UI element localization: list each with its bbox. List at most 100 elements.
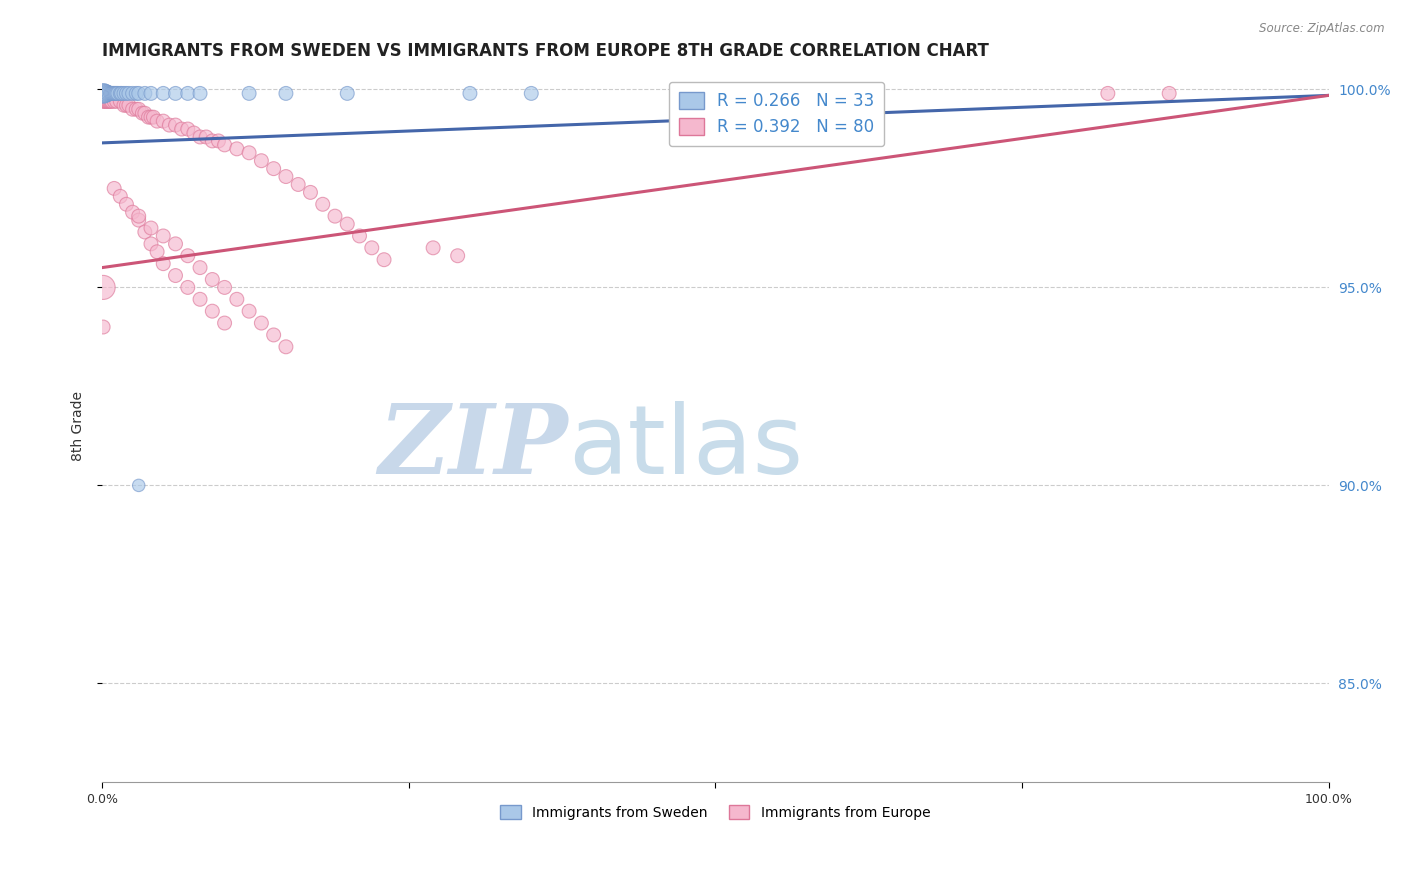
Point [110,87,132,101]
Point [152,257,174,271]
Point [188,130,211,145]
Point [422,241,444,255]
Point [152,229,174,244]
Point [1159,87,1181,101]
Y-axis label: 8th Grade: 8th Grade [72,391,86,461]
Point [115,98,138,112]
Point [91,87,114,101]
Point [263,161,285,176]
Point [98,87,121,101]
Point [134,87,156,101]
Point [110,189,132,203]
Point [134,225,156,239]
Point [287,178,309,192]
Point [121,87,143,101]
Point [360,241,382,255]
Point [263,327,285,342]
Point [157,118,180,132]
Point [97,95,120,109]
Point [323,209,346,223]
Point [188,260,211,275]
Point [201,272,224,286]
Point [142,110,165,124]
Point [115,197,138,211]
Point [225,293,247,307]
Text: ZIP: ZIP [378,401,568,494]
Point [121,205,143,219]
Point [128,213,150,227]
Point [125,102,148,116]
Point [214,280,236,294]
Point [336,217,359,231]
Point [177,280,200,294]
Point [110,87,132,101]
Point [91,320,114,334]
Point [165,268,187,283]
Point [134,106,156,120]
Point [458,87,481,101]
Point [312,197,335,211]
Point [125,87,148,101]
Point [128,102,150,116]
Point [274,87,297,101]
Point [146,244,169,259]
Point [98,95,121,109]
Point [349,229,371,244]
Point [91,280,114,294]
Point [177,122,200,136]
Point [112,98,135,112]
Point [238,87,260,101]
Point [299,186,322,200]
Point [139,236,162,251]
Point [103,181,125,195]
Point [139,87,162,101]
Point [207,134,229,148]
Point [274,169,297,184]
Point [128,209,150,223]
Point [152,114,174,128]
Point [214,137,236,152]
Point [201,134,224,148]
Point [103,95,125,109]
Point [373,252,395,267]
Point [138,110,160,124]
Point [188,87,211,101]
Point [1097,87,1119,101]
Point [131,106,153,120]
Point [214,316,236,330]
Point [250,316,273,330]
Point [238,304,260,318]
Point [112,87,135,101]
Point [447,249,470,263]
Point [520,87,543,101]
Point [336,87,359,101]
Point [274,340,297,354]
Point [195,130,218,145]
Point [100,87,122,101]
Point [105,87,128,101]
Point [170,122,193,136]
Point [183,126,205,140]
Text: atlas: atlas [568,401,803,494]
Point [188,293,211,307]
Point [121,102,143,116]
Point [118,87,141,101]
Point [146,114,169,128]
Point [97,87,120,101]
Point [152,87,174,101]
Point [110,95,132,109]
Text: Source: ZipAtlas.com: Source: ZipAtlas.com [1260,22,1385,36]
Text: IMMIGRANTS FROM SWEDEN VS IMMIGRANTS FROM EUROPE 8TH GRADE CORRELATION CHART: IMMIGRANTS FROM SWEDEN VS IMMIGRANTS FRO… [101,42,988,60]
Point [101,87,124,101]
Point [94,95,117,109]
Point [100,87,122,101]
Point [100,95,122,109]
Point [128,87,150,101]
Point [93,95,115,109]
Point [165,87,187,101]
Point [139,221,162,235]
Point [225,142,247,156]
Point [201,304,224,318]
Point [238,145,260,160]
Legend: Immigrants from Sweden, Immigrants from Europe: Immigrants from Sweden, Immigrants from … [495,799,936,825]
